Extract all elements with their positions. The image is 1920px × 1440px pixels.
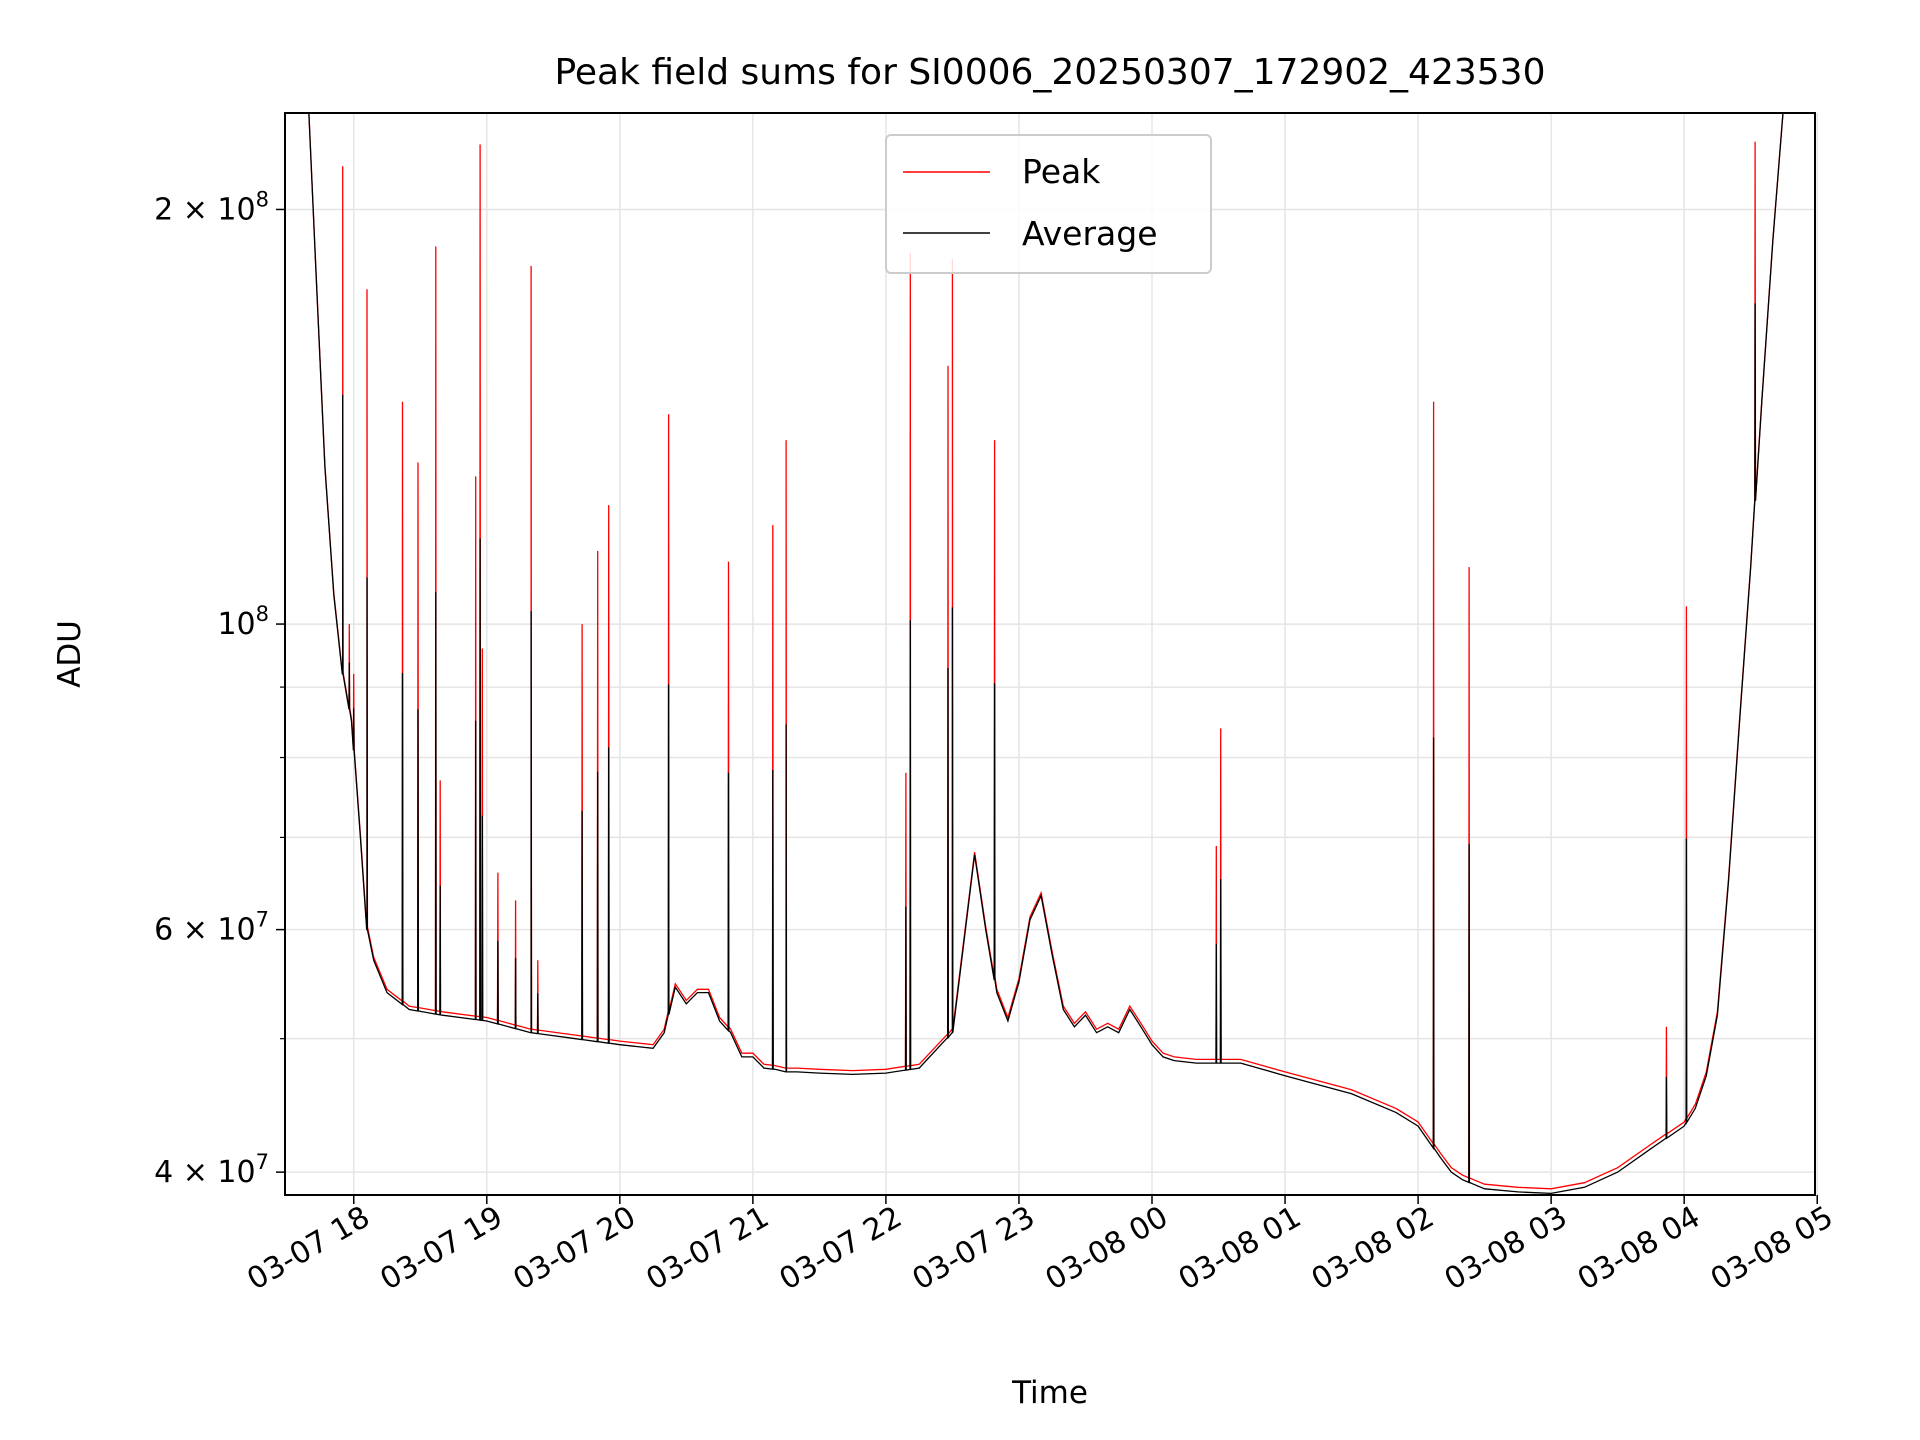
y-axis-label: ADU — [52, 620, 88, 688]
x-axis-label: Time — [1011, 1375, 1088, 1411]
grid-layer — [285, 113, 1818, 1195]
average-series-line — [308, 113, 1784, 1195]
series-layer — [308, 113, 1784, 1195]
legend: Peak Average — [885, 134, 1212, 274]
y-tick-label: 2 × 108 — [154, 187, 269, 227]
y-tick-label: 108 — [217, 602, 269, 642]
legend-label-peak: Peak — [1022, 152, 1101, 191]
chart-title: Peak field sums for SI0006_20250307_1729… — [554, 52, 1545, 93]
legend-label-average: Average — [1022, 214, 1158, 253]
y-tick-label: 4 × 107 — [154, 1150, 269, 1190]
legend-box — [885, 134, 1212, 274]
plot-frame — [284, 112, 1816, 1196]
y-tick-label: 6 × 107 — [154, 908, 269, 948]
